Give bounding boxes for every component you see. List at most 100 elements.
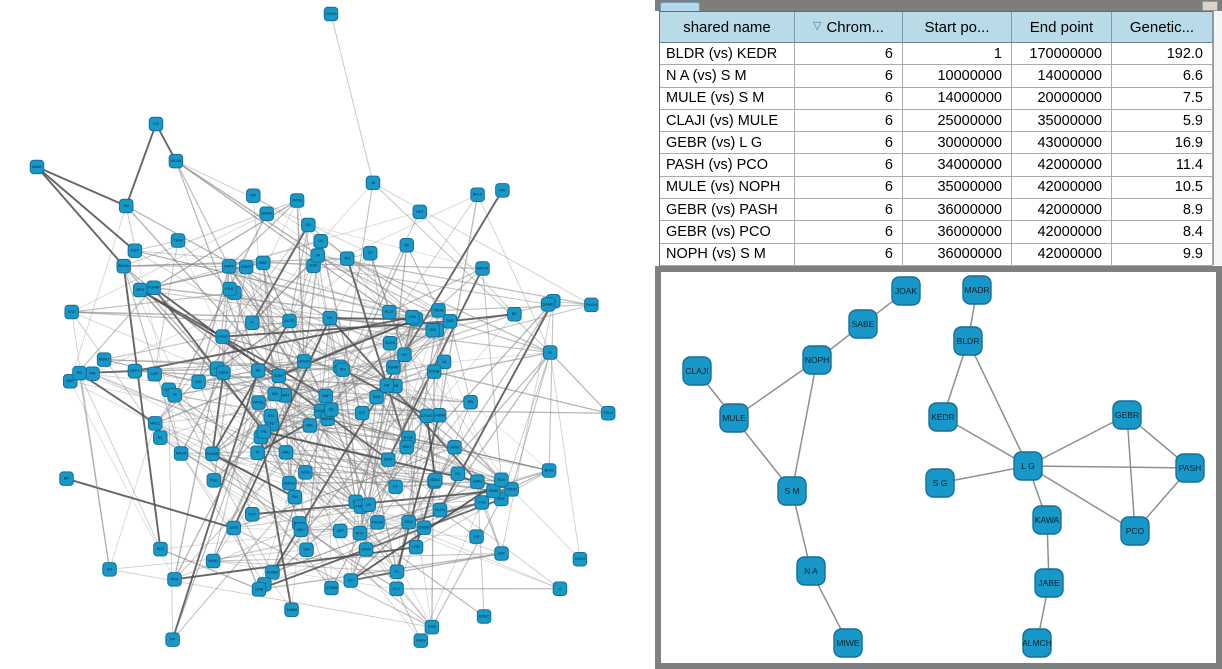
network-node[interactable]: RH bbox=[339, 251, 355, 266]
network-node[interactable]: NM bbox=[267, 386, 282, 402]
network-node[interactable]: BLDR bbox=[953, 326, 983, 356]
column-header-start-po---[interactable]: Start po... bbox=[903, 12, 1012, 43]
table-cell[interactable]: 6 bbox=[795, 132, 903, 155]
network-node[interactable]: OTMW bbox=[324, 580, 339, 596]
network-node[interactable]: UWG bbox=[358, 542, 374, 557]
table-cell[interactable]: 6 bbox=[795, 154, 903, 177]
table-row[interactable]: MULE (vs) NOPH 6 35000000 42000000 10.5 bbox=[660, 176, 1213, 200]
network-node[interactable]: MTU bbox=[352, 526, 368, 541]
network-node[interactable]: MKC bbox=[293, 522, 309, 538]
network-node[interactable]: SAD bbox=[369, 389, 384, 405]
table-cell[interactable]: 36000000 bbox=[903, 243, 1012, 266]
network-node[interactable]: DR bbox=[246, 188, 261, 203]
table-row[interactable]: MULE (vs) S M 6 14000000 20000000 7.5 bbox=[660, 87, 1213, 110]
network-node[interactable]: GSS bbox=[424, 619, 440, 635]
network-node[interactable]: NOPH bbox=[802, 345, 832, 375]
network-node[interactable]: BSK bbox=[255, 255, 271, 271]
table-cell[interactable]: 6 bbox=[795, 43, 903, 66]
filter-funnel-icon[interactable]: ▽ bbox=[813, 19, 822, 32]
table-cell[interactable]: 10.5 bbox=[1112, 176, 1213, 200]
main-network-canvas[interactable]: DPFTHMWECDWTNDPEUMFPJBSADRLTNIJDDHMGDOTM… bbox=[0, 0, 655, 669]
table-cell[interactable]: 42000000 bbox=[1012, 243, 1112, 266]
table-cell[interactable]: CLAJI (vs) MULE bbox=[660, 109, 795, 133]
network-node[interactable]: GM bbox=[299, 542, 314, 557]
table-cell[interactable]: 20000000 bbox=[1012, 87, 1112, 110]
network-node[interactable]: EC bbox=[450, 466, 466, 482]
network-node[interactable]: SABE bbox=[848, 309, 878, 339]
network-node[interactable]: ITHL bbox=[474, 495, 489, 510]
network-node[interactable]: WGMB bbox=[205, 446, 220, 462]
network-node[interactable]: PASH bbox=[1175, 453, 1205, 483]
network-node[interactable]: EL bbox=[153, 430, 168, 445]
network-node[interactable]: AR bbox=[379, 378, 395, 393]
table-row[interactable]: PASH (vs) PCO 6 34000000 42000000 11.4 bbox=[660, 154, 1213, 177]
network-node[interactable]: HLP bbox=[412, 204, 428, 220]
network-node[interactable]: DPFT bbox=[127, 363, 143, 379]
table-cell[interactable]: 11.4 bbox=[1112, 154, 1213, 177]
network-node[interactable]: LHSO bbox=[215, 329, 230, 344]
network-node[interactable]: RN bbox=[463, 394, 478, 410]
network-node[interactable]: UFF bbox=[494, 546, 509, 561]
network-node[interactable]: ALMCH bbox=[1022, 628, 1052, 658]
network-node[interactable]: JABE bbox=[1034, 568, 1064, 598]
table-row[interactable]: GEBR (vs) PASH 6 36000000 42000000 8.9 bbox=[660, 199, 1213, 222]
network-node[interactable]: AS bbox=[102, 562, 117, 577]
network-node[interactable]: UE bbox=[323, 402, 339, 417]
network-node[interactable]: LSI bbox=[148, 116, 164, 132]
table-cell[interactable]: 7.5 bbox=[1112, 87, 1213, 110]
table-cell[interactable]: 192.0 bbox=[1112, 43, 1213, 66]
network-node[interactable]: WI bbox=[399, 238, 415, 253]
network-node[interactable]: WA bbox=[85, 366, 100, 381]
network-node[interactable]: TKLA bbox=[600, 405, 616, 421]
network-node[interactable]: JOAK bbox=[891, 276, 921, 306]
network-node[interactable]: WS bbox=[335, 362, 351, 377]
network-node[interactable]: S G bbox=[925, 468, 955, 498]
table-cell[interactable]: GEBR (vs) PCO bbox=[660, 221, 795, 244]
table-row[interactable]: GEBR (vs) L G 6 30000000 43000000 16.9 bbox=[660, 132, 1213, 155]
table-cell[interactable]: MULE (vs) S M bbox=[660, 87, 795, 110]
network-node[interactable]: IEF bbox=[354, 405, 370, 421]
table-cell[interactable]: 9.9 bbox=[1112, 243, 1213, 266]
network-node[interactable]: OSSM bbox=[416, 520, 432, 535]
table-cell[interactable]: 8.4 bbox=[1112, 221, 1213, 244]
network-node[interactable]: PDE bbox=[206, 473, 222, 488]
table-cell[interactable]: 42000000 bbox=[1012, 176, 1112, 200]
table-cell[interactable]: 30000000 bbox=[903, 132, 1012, 155]
table-cell[interactable]: 6 bbox=[795, 109, 903, 133]
table-cell[interactable]: 6 bbox=[795, 243, 903, 266]
network-node[interactable]: PG bbox=[72, 365, 87, 381]
overview-network-panel[interactable]: JOAK SABE NOPH CLAJI MULE S M N A MIWE MADR BLDR K… bbox=[655, 266, 1222, 669]
table-scrollbar-track[interactable] bbox=[1213, 11, 1222, 265]
network-node[interactable]: CLAJI bbox=[682, 356, 712, 386]
network-node[interactable]: KUT bbox=[245, 507, 260, 522]
network-node[interactable]: NSG bbox=[64, 304, 79, 320]
column-header-shared-name[interactable]: shared name bbox=[660, 12, 795, 43]
network-node[interactable]: RW bbox=[495, 183, 510, 198]
table-cell[interactable]: 8.9 bbox=[1112, 199, 1213, 222]
network-node[interactable]: CGF bbox=[147, 366, 162, 382]
network-node[interactable]: NWH bbox=[205, 553, 221, 569]
network-node[interactable]: MWIJ bbox=[428, 472, 443, 488]
table-cell[interactable]: NOPH (vs) S M bbox=[660, 243, 795, 266]
network-node[interactable]: RTSB bbox=[426, 364, 442, 379]
table-cell[interactable]: 10000000 bbox=[903, 65, 1012, 88]
network-node[interactable]: MADR bbox=[962, 275, 992, 305]
network-node[interactable]: PFN bbox=[167, 572, 182, 587]
table-cell[interactable]: 34000000 bbox=[903, 154, 1012, 177]
table-cell[interactable]: 1 bbox=[903, 43, 1012, 66]
network-node[interactable]: KEDR bbox=[928, 402, 958, 432]
table-cell[interactable]: 170000000 bbox=[1012, 43, 1112, 66]
column-header-end-point[interactable]: End point bbox=[1012, 12, 1112, 43]
network-node[interactable]: UE bbox=[361, 497, 376, 512]
network-node[interactable]: FP bbox=[165, 632, 180, 647]
network-node[interactable]: RJ bbox=[397, 347, 412, 363]
network-node[interactable]: TE bbox=[167, 387, 182, 403]
network-node[interactable]: GSEP bbox=[238, 259, 254, 275]
table-scroll-corner-button[interactable] bbox=[1202, 1, 1218, 11]
table-cell[interactable]: 5.9 bbox=[1112, 109, 1213, 133]
network-node[interactable]: DD bbox=[118, 198, 134, 214]
network-node[interactable]: FN bbox=[256, 424, 272, 440]
table-cell[interactable]: MULE (vs) NOPH bbox=[660, 176, 795, 200]
table-tab-indicator[interactable] bbox=[660, 2, 700, 11]
